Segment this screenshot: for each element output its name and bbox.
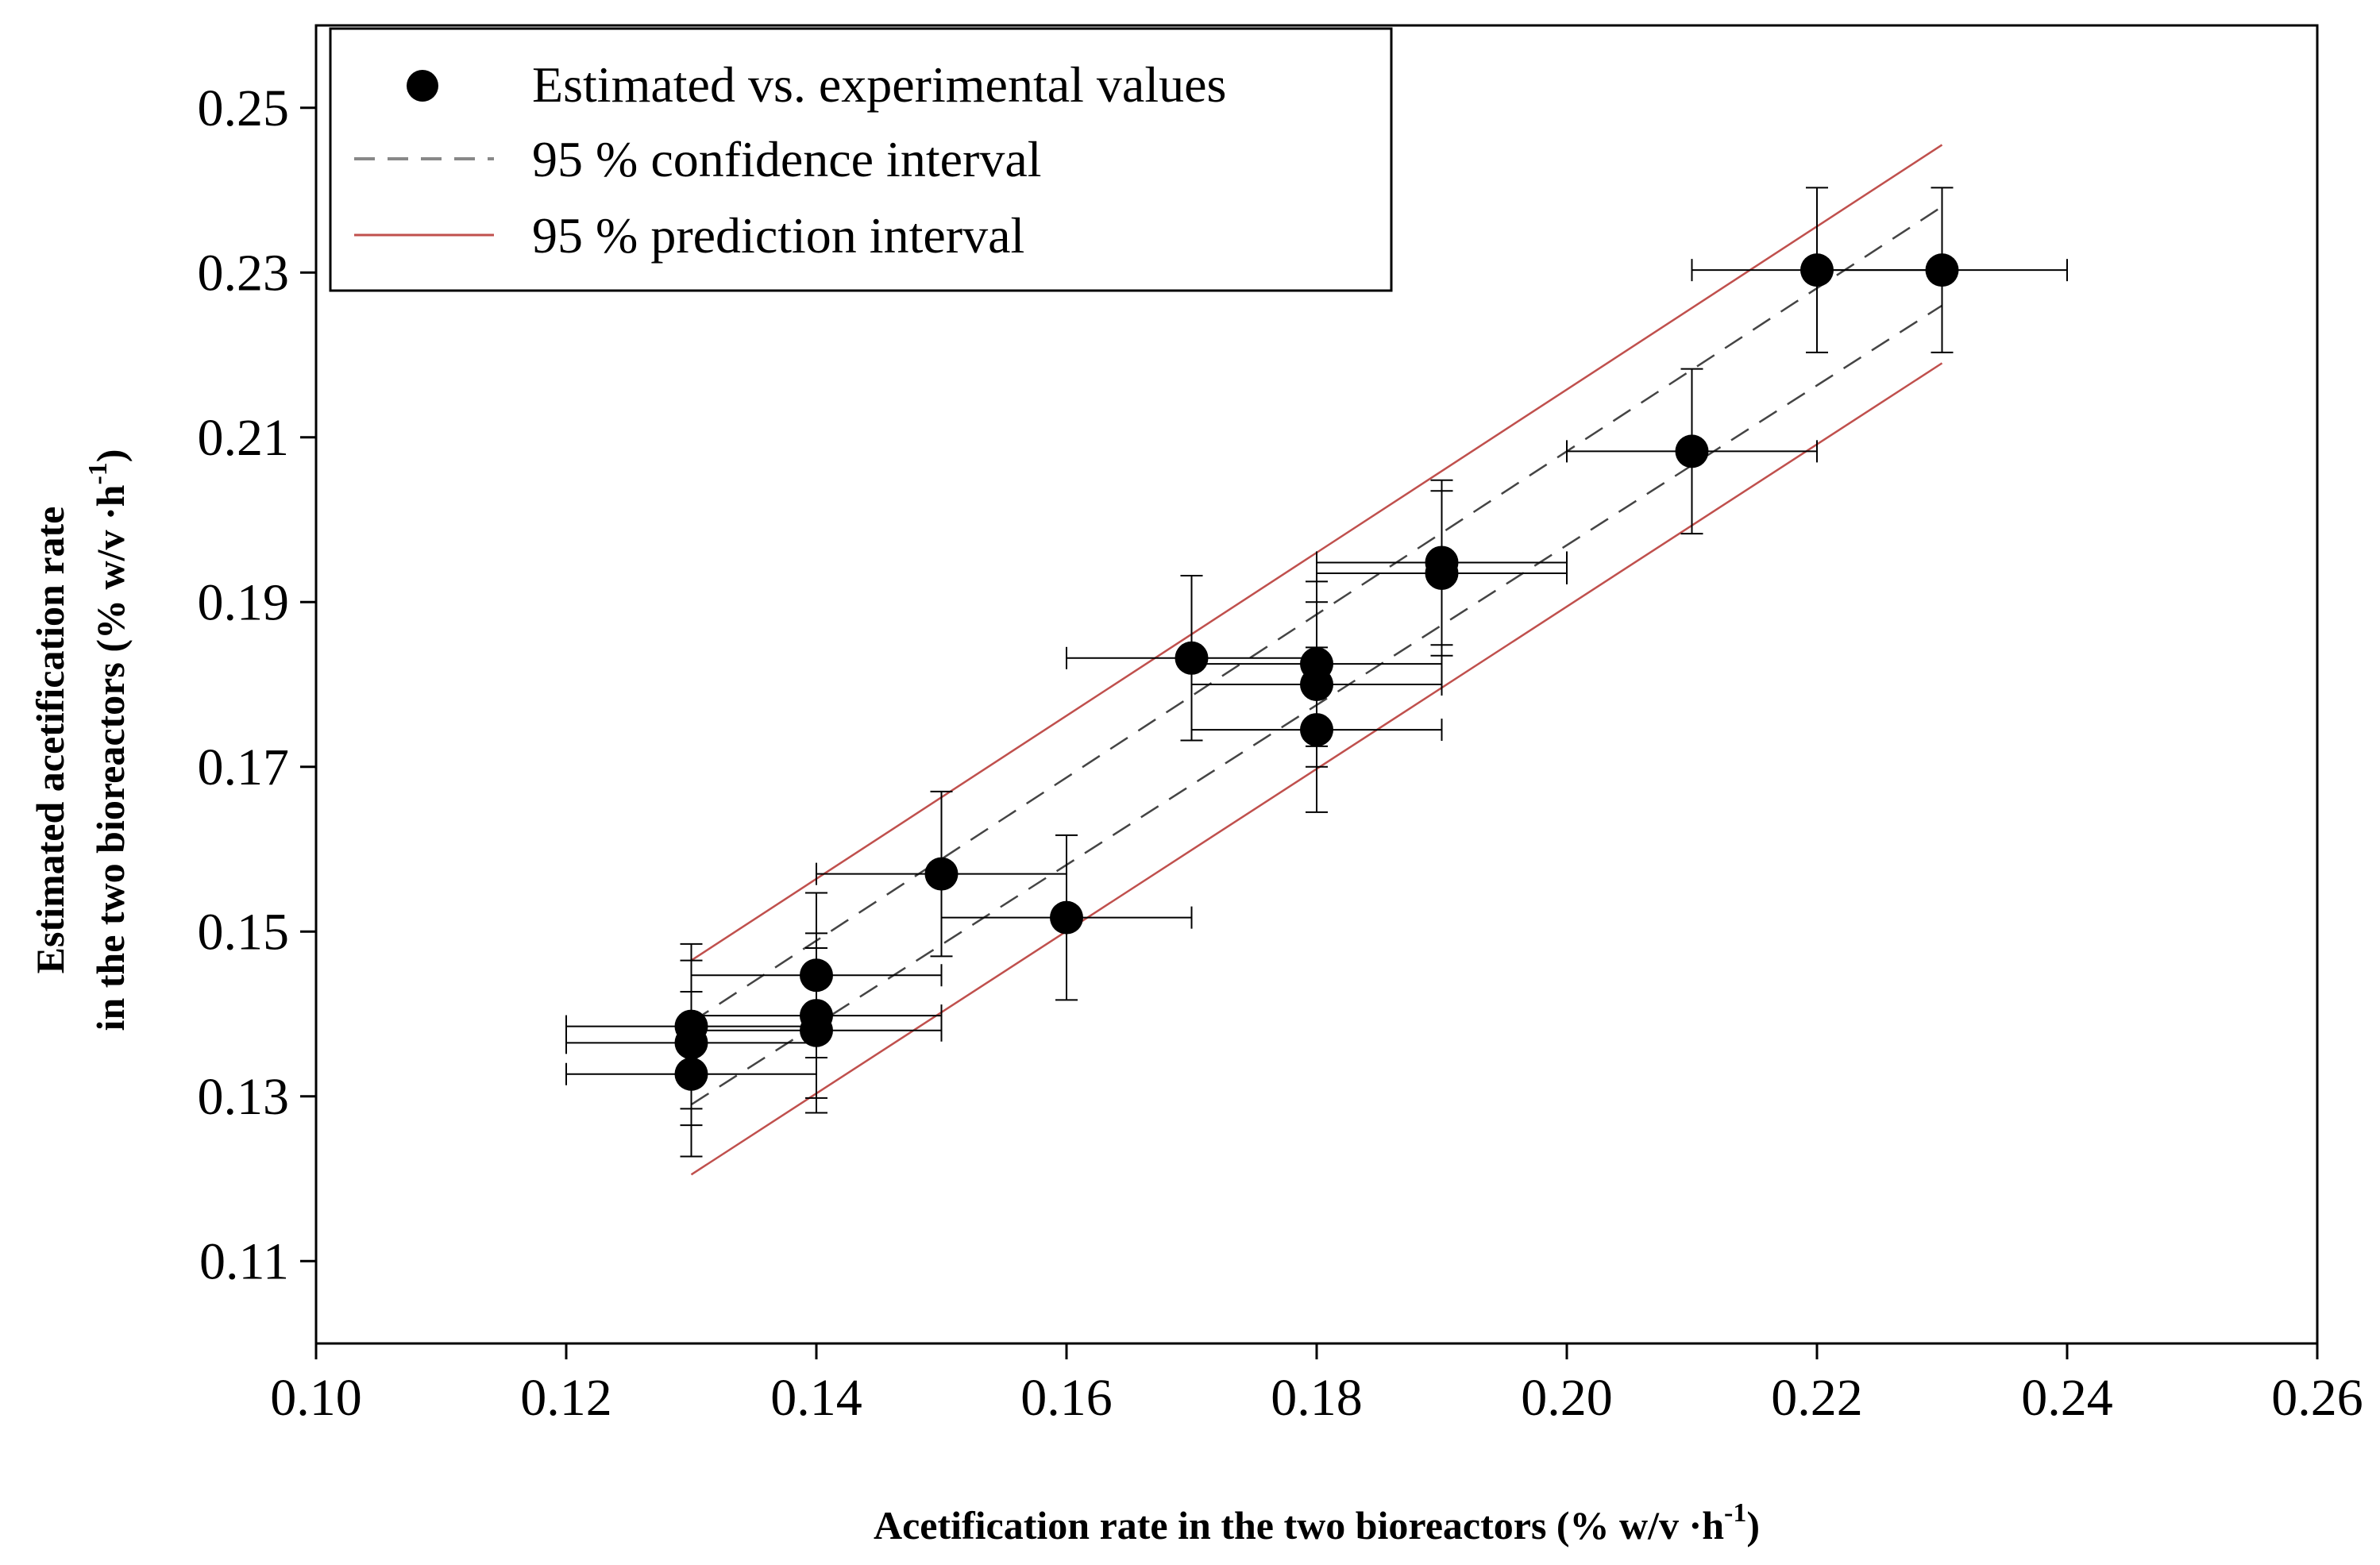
y-tick-label: 0.15: [198, 903, 290, 961]
data-point: [674, 1009, 708, 1043]
y-axis-title-line2-text: in the two bioreactors (% w/v ·h: [88, 484, 133, 1031]
y-tick-label: 0.11: [199, 1232, 289, 1290]
y-tick-label: 0.25: [198, 79, 290, 137]
y-axis-title-line2: in the two bioreactors (% w/v ·h-1): [83, 449, 133, 1031]
x-axis: 0.10 0.12 0.14 0.16 0.18 0.20 0.22 0.24 0.26: [270, 1343, 2363, 1427]
x-tick-label: 0.16: [1020, 1369, 1113, 1427]
data-points: [674, 253, 1959, 1091]
x-tick-label: 0.26: [2271, 1369, 2363, 1427]
data-point: [1425, 545, 1459, 580]
legend-box: [329, 27, 1393, 292]
legend-label-points: Estimated vs. experimental values: [532, 56, 1226, 113]
legend: Estimated vs. experimental values 95 % c…: [329, 27, 1393, 292]
data-point: [1300, 713, 1333, 747]
legend-marker-icon: [407, 70, 438, 102]
data-point: [1300, 647, 1333, 681]
data-point: [1175, 641, 1209, 675]
data-point: [1050, 900, 1083, 935]
y-axis: 0.11 0.13 0.15 0.17 0.19 0.21 0.23 0.25: [198, 79, 316, 1290]
y-axis-title-line1: Estimated acetification rate: [28, 507, 72, 974]
y-axis-title: Estimated acetification rate in the two …: [28, 449, 133, 1031]
y-tick-label: 0.23: [198, 244, 290, 302]
x-axis-title-text: Acetification rate in the two bioreactor…: [874, 1503, 1724, 1548]
y-axis-title-superscript: -1: [83, 462, 113, 484]
data-point: [674, 1057, 708, 1091]
x-axis-title-close: ): [1746, 1503, 1760, 1548]
x-tick-label: 0.24: [2021, 1369, 2113, 1427]
x-tick-label: 0.22: [1771, 1369, 1863, 1427]
data-point: [1675, 434, 1709, 468]
legend-label-prediction: 95 % prediction interval: [532, 207, 1024, 264]
legend-label-confidence: 95 % confidence interval: [532, 131, 1042, 187]
y-tick-label: 0.17: [198, 738, 290, 796]
x-axis-title-superscript: -1: [1724, 1498, 1746, 1528]
y-tick-label: 0.21: [198, 409, 290, 467]
data-point: [800, 958, 833, 993]
y-axis-title-close: ): [88, 449, 133, 463]
x-tick-label: 0.18: [1271, 1369, 1363, 1427]
x-tick-label: 0.20: [1521, 1369, 1613, 1427]
x-tick-label: 0.14: [770, 1369, 862, 1427]
x-tick-label: 0.10: [270, 1369, 362, 1427]
x-axis-title: Acetification rate in the two bioreactor…: [874, 1498, 1760, 1548]
data-point: [1925, 253, 1959, 287]
y-tick-label: 0.13: [198, 1068, 290, 1126]
y-tick-label: 0.19: [198, 573, 290, 631]
data-point: [1800, 253, 1834, 287]
data-point: [924, 857, 959, 891]
data-point: [800, 999, 833, 1033]
x-tick-label: 0.12: [520, 1369, 612, 1427]
